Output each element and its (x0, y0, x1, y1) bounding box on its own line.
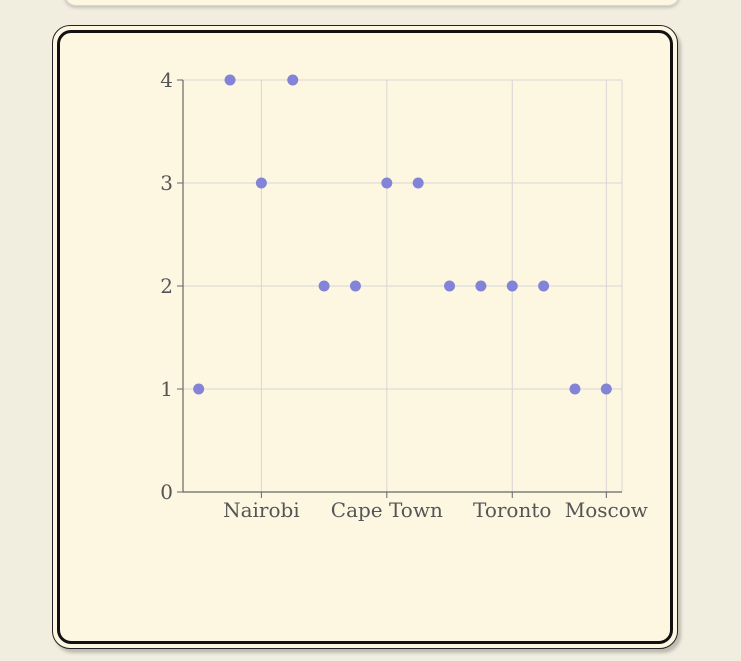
y-tick-label-4: 4 (160, 68, 173, 92)
y-tick-label-2: 2 (160, 274, 173, 298)
x-tick-label-0: Nairobi (223, 498, 300, 522)
y-tick-label-0: 0 (160, 480, 173, 504)
y-tick-label-1: 1 (160, 377, 173, 401)
tick-labels: 0 1 2 3 4 Nairobi Cape Town Toronto Moscow (160, 68, 648, 522)
grid-lines (183, 79, 623, 492)
data-point-11 (538, 280, 550, 292)
data-point-0 (193, 383, 205, 395)
axes (177, 79, 622, 498)
x-tick-label-1: Cape Town (331, 498, 443, 522)
data-points (193, 74, 612, 395)
data-point-12 (569, 383, 581, 395)
data-point-8 (444, 280, 456, 292)
data-point-9 (475, 280, 487, 292)
data-point-2 (255, 177, 267, 189)
data-point-4 (318, 280, 330, 292)
data-point-13 (600, 383, 612, 395)
data-point-3 (287, 74, 299, 86)
data-point-1 (224, 74, 236, 86)
chart-card (57, 30, 673, 644)
data-point-10 (506, 280, 518, 292)
data-point-7 (412, 177, 424, 189)
x-tick-label-3: Moscow (565, 498, 648, 522)
data-point-5 (349, 280, 361, 292)
x-tick-label-2: Toronto (473, 498, 551, 522)
data-point-6 (381, 177, 393, 189)
y-tick-label-3: 3 (160, 171, 173, 195)
